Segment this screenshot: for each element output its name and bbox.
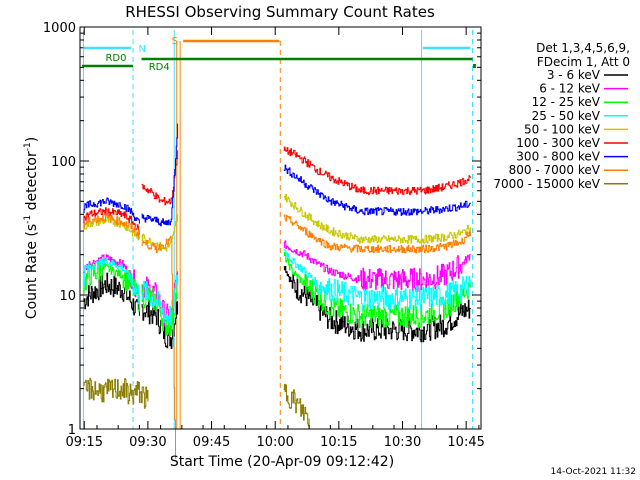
plot-frame <box>79 26 482 430</box>
series-3-segment-1 <box>141 274 179 326</box>
series-layer <box>83 123 471 459</box>
series-2-segment-2 <box>283 251 471 329</box>
legend-label-4: 50 - 100 keV <box>524 122 601 136</box>
series-7-segment-2 <box>283 214 471 254</box>
series-5-segment-0 <box>83 207 140 234</box>
y-tick-label-3: 1000 <box>43 21 76 36</box>
y-tick-label-0: 1 <box>68 423 76 438</box>
x-tick-label-1: 09:30 <box>129 435 166 450</box>
x-tick-label-2: 09:45 <box>193 435 230 450</box>
flag-rd4-end <box>472 64 476 68</box>
axes: 09:15 09:30 09:45 10:00 10:15 10:30 10:45 1 10 10… <box>43 21 485 450</box>
legend-header-line-1: Det 1,3,4,5,6,9, <box>536 41 630 55</box>
series-5-segment-2 <box>283 146 471 196</box>
legend-label-1: 6 - 12 keV <box>539 82 601 96</box>
series-3-segment-0 <box>83 257 140 303</box>
flag-rd0-label: RD0 <box>105 53 126 64</box>
legend-label-8: 7000 - 15000 keV <box>493 177 600 191</box>
legend-label-5: 100 - 300 keV <box>516 136 600 150</box>
timestamp: 14-Oct-2021 11:32 <box>551 467 636 477</box>
legend-label-2: 12 - 25 keV <box>532 95 601 109</box>
series-6-segment-2 <box>283 164 471 216</box>
series-7-segment-1 <box>141 235 176 459</box>
flag-bars: N RD0 RD4 S <box>82 36 476 73</box>
series-8-segment-0 <box>83 377 149 409</box>
series-5-segment-1 <box>141 150 179 206</box>
legend-header-line-2: FDecim 1, Att 0 <box>537 55 630 69</box>
series-3-segment-2 <box>283 249 471 311</box>
x-tick-label-0: 09:15 <box>66 435 103 450</box>
series-4-segment-2 <box>283 193 471 244</box>
y-tick-label-2: 100 <box>51 155 76 170</box>
chart-title: RHESSI Observing Summary Count Rates <box>125 3 435 21</box>
series-7-segment-0 <box>83 213 140 238</box>
flag-rd4-label: RD4 <box>149 62 170 73</box>
series-1-segment-0 <box>83 254 140 302</box>
legend-label-6: 300 - 800 keV <box>516 150 600 164</box>
flag-s-label: S <box>172 36 178 47</box>
x-tick-label-6: 10:45 <box>447 435 484 450</box>
series-0-segment-2 <box>283 266 471 343</box>
event-lines <box>82 30 474 429</box>
series-8-segment-1 <box>283 383 310 427</box>
y-tick-label-1: 10 <box>59 289 76 304</box>
series-4-segment-0 <box>83 217 140 241</box>
series-0-segment-0 <box>83 272 140 316</box>
y-axis-label: Count Rate (s-1 detector-1) <box>23 137 40 319</box>
x-axis-label: Start Time (20-Apr-09 09:12:42) <box>170 454 394 470</box>
series-2-segment-0 <box>83 259 140 312</box>
flag-n-label: N <box>139 44 146 55</box>
legend: Det 1,3,4,5,6,9, FDecim 1, Att 0 3 - 6 k… <box>493 41 630 191</box>
x-tick-label-3: 10:00 <box>256 435 293 450</box>
series-6-segment-0 <box>83 197 140 224</box>
series-1-segment-2 <box>283 240 471 292</box>
legend-label-7: 800 - 7000 keV <box>509 163 601 177</box>
series-6-segment-1 <box>141 123 179 227</box>
x-tick-label-4: 10:15 <box>320 435 357 450</box>
series-0-segment-1 <box>141 300 179 349</box>
x-tick-label-5: 10:30 <box>384 435 421 450</box>
legend-label-3: 25 - 50 keV <box>532 109 601 123</box>
legend-label-0: 3 - 6 keV <box>547 68 601 82</box>
